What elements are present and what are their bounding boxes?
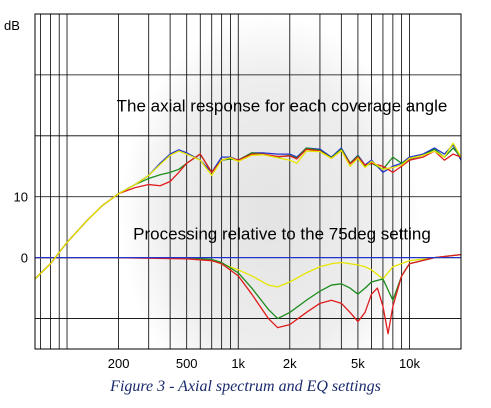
annotations: The axial response for each coverage ang… (117, 97, 448, 244)
eq-line-red (35, 253, 461, 335)
annotation-1: The axial response for each coverage ang… (117, 97, 448, 116)
y-tick-label: 0 (21, 251, 28, 266)
response-line-yellow (35, 142, 461, 280)
annotation-2: Processing relative to the 75deg setting (133, 224, 431, 243)
x-tick-label: 500 (176, 356, 198, 371)
x-tick-label: 1k (231, 356, 245, 371)
x-tick-label: 5k (351, 356, 365, 371)
background-glow (120, 15, 420, 349)
figure-caption: Figure 3 - Axial spectrum and EQ setting… (110, 378, 381, 395)
x-tick-label: 2k (283, 356, 297, 371)
y-tick-labels: 10 0 (14, 190, 28, 266)
y-tick-label: 10 (14, 190, 28, 205)
y-axis-label: dB (4, 18, 20, 33)
plot-frame (34, 13, 462, 350)
response-line-red (35, 148, 461, 280)
x-tick-label: 200 (108, 356, 130, 371)
eq-line-green (35, 253, 461, 320)
x-tick-labels: 200 500 1k 2k 5k 10k (108, 356, 421, 371)
series-lines (35, 142, 461, 335)
x-tick-label: 10k (399, 356, 420, 371)
